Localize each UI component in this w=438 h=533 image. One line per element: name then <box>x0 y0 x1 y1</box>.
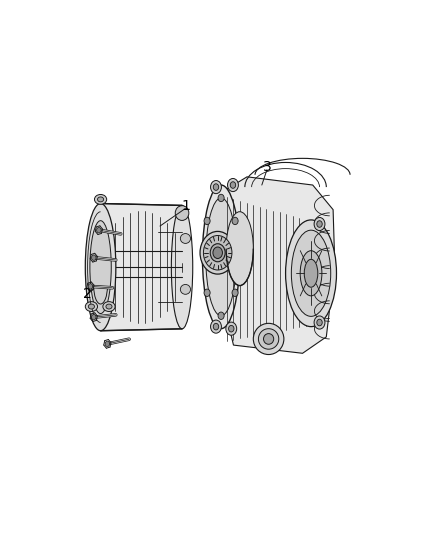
Ellipse shape <box>226 212 253 286</box>
Ellipse shape <box>211 320 222 333</box>
Ellipse shape <box>226 322 237 335</box>
Ellipse shape <box>213 247 223 259</box>
Ellipse shape <box>171 205 193 329</box>
Ellipse shape <box>204 289 210 296</box>
Ellipse shape <box>180 285 191 294</box>
Ellipse shape <box>291 230 331 317</box>
Ellipse shape <box>200 231 235 274</box>
Ellipse shape <box>218 312 224 319</box>
Ellipse shape <box>218 194 224 201</box>
Ellipse shape <box>88 304 95 309</box>
Ellipse shape <box>317 319 322 326</box>
Text: 1: 1 <box>181 199 190 213</box>
Ellipse shape <box>264 334 274 344</box>
Polygon shape <box>227 177 335 353</box>
Ellipse shape <box>204 217 210 224</box>
Ellipse shape <box>317 221 322 227</box>
Ellipse shape <box>106 304 112 309</box>
Text: 2: 2 <box>83 287 92 301</box>
Ellipse shape <box>92 255 96 261</box>
Ellipse shape <box>203 236 232 270</box>
Text: 3: 3 <box>262 160 271 174</box>
Ellipse shape <box>232 289 238 296</box>
Ellipse shape <box>232 217 238 224</box>
Ellipse shape <box>98 197 104 202</box>
Ellipse shape <box>105 341 110 346</box>
Ellipse shape <box>211 181 222 193</box>
Ellipse shape <box>175 206 189 221</box>
Ellipse shape <box>304 260 318 287</box>
Ellipse shape <box>97 228 101 233</box>
Ellipse shape <box>286 220 336 327</box>
Ellipse shape <box>227 179 238 191</box>
Polygon shape <box>101 204 182 330</box>
Ellipse shape <box>92 314 96 320</box>
Ellipse shape <box>258 329 279 349</box>
Ellipse shape <box>213 324 219 330</box>
Ellipse shape <box>253 324 284 354</box>
Ellipse shape <box>210 244 225 262</box>
Ellipse shape <box>95 195 107 204</box>
Ellipse shape <box>90 221 111 313</box>
Ellipse shape <box>230 182 236 188</box>
Ellipse shape <box>314 316 325 329</box>
Ellipse shape <box>85 204 116 330</box>
Ellipse shape <box>229 325 234 332</box>
Ellipse shape <box>103 302 115 311</box>
Ellipse shape <box>180 233 191 244</box>
Ellipse shape <box>85 302 98 311</box>
Ellipse shape <box>202 185 240 329</box>
Ellipse shape <box>314 217 325 231</box>
Ellipse shape <box>300 251 322 296</box>
Ellipse shape <box>213 184 219 190</box>
Ellipse shape <box>88 284 92 289</box>
Ellipse shape <box>206 198 237 316</box>
